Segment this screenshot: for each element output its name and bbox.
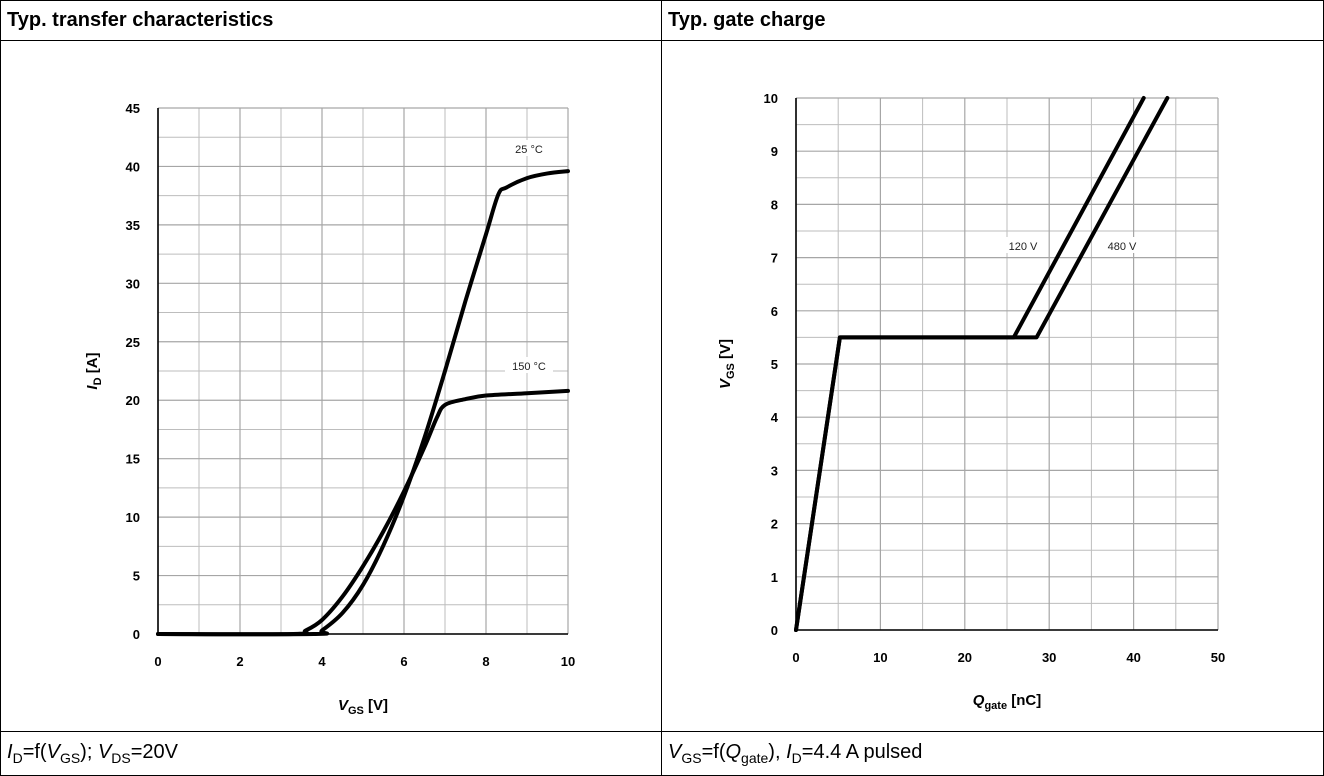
x-tick-label: 8 xyxy=(482,654,489,669)
caption-tail: =4.4 A pulsed xyxy=(801,741,923,763)
right-plot-cell: 0 10 20 30 40 50 0 1 2 3 4 5 6 7 8 9 10 Qgate [nC] VGS [V]… xyxy=(661,40,1324,732)
y-tick-label: 20 xyxy=(126,393,140,408)
caption-vgs-sub: GS xyxy=(681,750,702,766)
y-tick-label: 30 xyxy=(126,276,140,291)
y-tick-label: 6 xyxy=(771,304,778,319)
series-label-bg xyxy=(1098,237,1146,253)
y-tick-label: 0 xyxy=(771,623,778,638)
x-tick-label: 2 xyxy=(236,654,243,669)
caption-id-symbol: I xyxy=(7,741,13,763)
caption-tail: =20V xyxy=(130,741,179,763)
caption-eq: =f( xyxy=(22,741,47,763)
series-label: 120 V xyxy=(1009,241,1038,253)
y-tick-label: 2 xyxy=(771,517,778,532)
y-tick-label: 3 xyxy=(771,463,778,478)
y-tick-label: 15 xyxy=(126,452,140,467)
y-tick-label: 45 xyxy=(126,101,140,116)
left-caption: ID=f(VGS); VDS=20V xyxy=(0,731,662,776)
left-plot-cell: 0 2 4 6 8 10 0 5 10 15 20 25 30 35 40 45 VGS [V] ID [A] 25… xyxy=(0,40,662,732)
grid xyxy=(795,97,1219,631)
series-label: 150 °C xyxy=(512,361,546,373)
transfer-characteristics-chart: 0 2 4 6 8 10 0 5 10 15 20 25 30 35 40 45 VGS [V] ID [A] 25… xyxy=(84,101,575,717)
grid xyxy=(157,107,569,635)
y-axis-label: VGS [V] xyxy=(717,339,737,389)
x-tick-label: 40 xyxy=(1126,650,1140,665)
series-label: 25 °C xyxy=(515,144,543,156)
series-line-1 xyxy=(794,96,1170,632)
y-tick-label: 7 xyxy=(771,251,778,266)
caption-q-symbol: Q xyxy=(725,741,742,763)
y-tick-label: 5 xyxy=(133,569,140,584)
caption-id-sub: D xyxy=(791,750,802,766)
y-axis-label: ID [A] xyxy=(84,352,104,389)
caption-vgs-symbol: V xyxy=(668,741,682,763)
x-tick-label: 10 xyxy=(561,654,575,669)
y-tick-label: 8 xyxy=(771,197,778,212)
right-caption: VGS=f(Qgate), ID=4.4 A pulsed xyxy=(661,731,1324,776)
x-tick-label: 6 xyxy=(400,654,407,669)
x-tick-label: 30 xyxy=(1042,650,1056,665)
y-tick-label: 4 xyxy=(771,410,779,425)
y-tick-label: 0 xyxy=(133,627,140,642)
x-axis-label: VGS [V] xyxy=(338,697,388,717)
y-tick-label: 35 xyxy=(126,218,140,233)
x-tick-label: 50 xyxy=(1211,650,1225,665)
x-tick-label: 0 xyxy=(792,650,799,665)
x-tick-label: 20 xyxy=(958,650,972,665)
series-line-1 xyxy=(156,388,570,637)
caption-vgs-sub: GS xyxy=(59,750,81,766)
y-tick-label: 10 xyxy=(126,510,140,525)
x-tick-label: 0 xyxy=(154,654,161,669)
y-tick-label: 10 xyxy=(764,91,778,106)
gate-charge-chart: 0 10 20 30 40 50 0 1 2 3 4 5 6 7 8 9 10 Qgate [nC] VGS [V]… xyxy=(717,91,1225,712)
series-label-bg xyxy=(505,357,553,373)
caption-mid: ); xyxy=(80,741,98,763)
y-tick-label: 5 xyxy=(771,357,778,372)
series-label-bg xyxy=(505,140,553,156)
y-tick-label: 1 xyxy=(771,570,778,585)
caption-vds-sub: DS xyxy=(111,750,131,766)
caption-id-symbol: I xyxy=(786,741,792,763)
right-panel-title: Typ. gate charge xyxy=(661,0,1324,41)
x-axis-label: Qgate [nC] xyxy=(973,692,1041,712)
caption-vgs-symbol: V xyxy=(46,741,60,763)
y-tick-label: 25 xyxy=(126,335,140,350)
y-tick-label: 9 xyxy=(771,144,778,159)
series-label: 480 V xyxy=(1108,241,1137,253)
series-label-bg xyxy=(999,237,1047,253)
left-panel-title: Typ. transfer characteristics xyxy=(0,0,662,41)
caption-id-sub: D xyxy=(12,750,23,766)
caption-vds-symbol: V xyxy=(97,741,112,763)
x-tick-label: 10 xyxy=(873,650,887,665)
caption-eq: =f( xyxy=(701,741,726,763)
series-line-0 xyxy=(156,169,570,637)
y-tick-label: 40 xyxy=(126,159,140,174)
x-tick-label: 4 xyxy=(318,654,326,669)
caption-mid: ), xyxy=(768,741,787,763)
caption-q-sub: gate xyxy=(741,750,769,766)
